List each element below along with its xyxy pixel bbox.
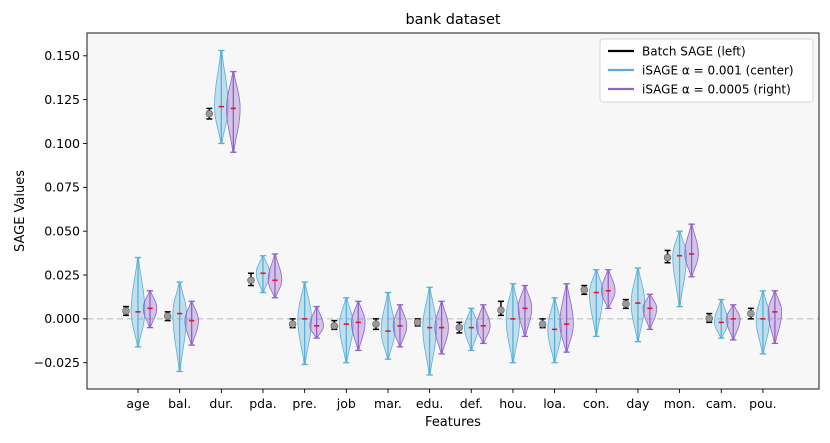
x-tick-label-hou: hou.: [499, 396, 526, 411]
x-tick-label-mon: mon.: [664, 396, 696, 411]
y-tick-label: 0.100: [44, 136, 80, 151]
x-tick-label-day: day: [626, 396, 650, 411]
batch-mean-point-con: [580, 286, 588, 294]
x-tick-label-mar: mar.: [374, 396, 402, 411]
batch-mean-point-day: [622, 300, 630, 308]
batch-mean-point-loa: [538, 320, 547, 328]
x-tick-label-con: con.: [583, 396, 609, 411]
batch-mean-point-age: [122, 307, 130, 315]
legend-entry-isage-0005: iSAGE α = 0.0005 (right): [642, 82, 791, 96]
batch-mean-point-mon: [663, 253, 672, 262]
y-tick-label: 0.150: [44, 48, 80, 63]
batch-mean-point-dur: [205, 109, 214, 118]
y-tick-label: −0.025: [34, 355, 80, 370]
x-tick-label-edu: edu.: [416, 396, 444, 411]
batch-mean-point-pre: [288, 320, 297, 328]
x-axis-label: Features: [425, 415, 481, 430]
y-tick-label: 0.075: [44, 180, 80, 195]
x-tick-label-pre: pre.: [292, 396, 316, 411]
y-tick-label: 0.050: [44, 223, 80, 238]
legend: Batch SAGE (left) iSAGE α = 0.001 (cente…: [599, 38, 814, 103]
x-tick-label-cam: cam.: [706, 396, 737, 411]
x-tick-label-pou: pou.: [749, 396, 776, 411]
batch-mean-point-hou: [497, 306, 505, 314]
y-tick-label: 0.125: [44, 92, 80, 107]
batch-mean-point-pou: [747, 309, 755, 318]
chart-title: bank dataset: [405, 12, 500, 28]
y-axis-label: SAGE Values: [13, 170, 28, 252]
x-tick-label-dur: dur.: [209, 396, 233, 411]
batch-mean-point-pda: [247, 276, 255, 284]
batch-mean-point-bal: [163, 312, 172, 320]
x-tick-label-bal: bal.: [168, 396, 191, 411]
y-tick-label: 0.000: [44, 311, 80, 326]
x-tick-label-age: age: [126, 396, 150, 411]
x-tick-label-job: job: [336, 396, 356, 411]
batch-mean-point-job: [330, 322, 338, 330]
violins-layer: [122, 49, 783, 376]
batch-mean-point-cam: [705, 314, 713, 323]
x-tick-label-def: def.: [460, 396, 483, 411]
legend-entry-isage-001: iSAGE α = 0.001 (center): [642, 63, 794, 77]
legend-box: [599, 38, 814, 103]
legend-entry-batch-sage: Batch SAGE (left): [642, 44, 746, 58]
x-tick-label-pda: pda.: [249, 396, 277, 411]
x-tick-label-loa: loa.: [543, 396, 566, 411]
axes-layer: −0.025 0.000 0.025 0.050 0.075 0.100 0.125 0.15…: [34, 48, 777, 411]
plot-frame: [86, 32, 820, 390]
batch-mean-point-def: [455, 323, 463, 332]
batch-mean-point-mar: [372, 320, 380, 328]
y-tick-label: 0.025: [44, 267, 80, 282]
batch-mean-point-edu: [413, 318, 422, 327]
